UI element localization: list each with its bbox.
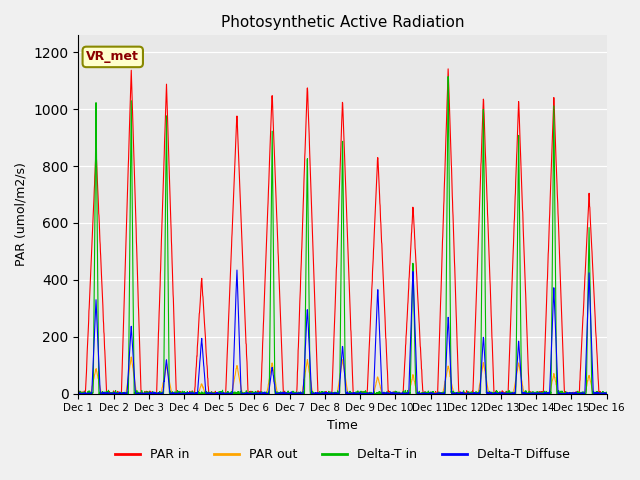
Title: Photosynthetic Active Radiation: Photosynthetic Active Radiation <box>221 15 464 30</box>
PAR in <box>358 389 365 395</box>
Delta-T in <box>572 391 579 396</box>
PAR in <box>369 255 377 261</box>
PAR out <box>127 354 135 360</box>
X-axis label: Time: Time <box>327 419 358 432</box>
Delta-T Diffuse <box>603 390 611 396</box>
PAR in <box>444 66 452 72</box>
PAR out <box>222 390 230 396</box>
Line: PAR in: PAR in <box>79 69 607 394</box>
PAR in <box>75 389 83 395</box>
PAR out <box>603 391 611 396</box>
Delta-T Diffuse <box>75 391 83 396</box>
PAR in <box>76 391 83 396</box>
Delta-T in <box>76 391 83 396</box>
Delta-T in <box>497 389 504 395</box>
Legend: PAR in, PAR out, Delta-T in, Delta-T Diffuse: PAR in, PAR out, Delta-T in, Delta-T Dif… <box>109 443 575 466</box>
Delta-T Diffuse <box>496 391 504 396</box>
Delta-T in <box>603 389 611 395</box>
PAR in <box>603 391 611 396</box>
Delta-T in <box>444 74 452 80</box>
PAR out <box>496 391 504 396</box>
Line: Delta-T in: Delta-T in <box>79 77 607 394</box>
Delta-T in <box>222 390 230 396</box>
PAR out <box>358 391 365 396</box>
PAR in <box>222 382 230 388</box>
Delta-T in <box>358 391 365 396</box>
Delta-T Diffuse <box>233 267 241 273</box>
PAR in <box>572 390 579 396</box>
Delta-T Diffuse <box>369 390 377 396</box>
PAR out <box>369 391 377 396</box>
PAR in <box>557 277 564 283</box>
Delta-T Diffuse <box>358 391 365 396</box>
Line: Delta-T Diffuse: Delta-T Diffuse <box>79 270 607 394</box>
Line: PAR out: PAR out <box>79 357 607 394</box>
Delta-T Diffuse <box>222 391 230 396</box>
Delta-T Diffuse <box>556 391 564 396</box>
Delta-T Diffuse <box>571 390 579 396</box>
PAR out <box>556 391 564 396</box>
PAR out <box>75 391 83 396</box>
Text: VR_met: VR_met <box>86 50 140 63</box>
Delta-T in <box>369 391 377 396</box>
Delta-T in <box>75 390 83 396</box>
PAR out <box>571 391 579 396</box>
Y-axis label: PAR (umol/m2/s): PAR (umol/m2/s) <box>15 163 28 266</box>
Delta-T in <box>557 388 564 394</box>
PAR in <box>497 391 504 396</box>
